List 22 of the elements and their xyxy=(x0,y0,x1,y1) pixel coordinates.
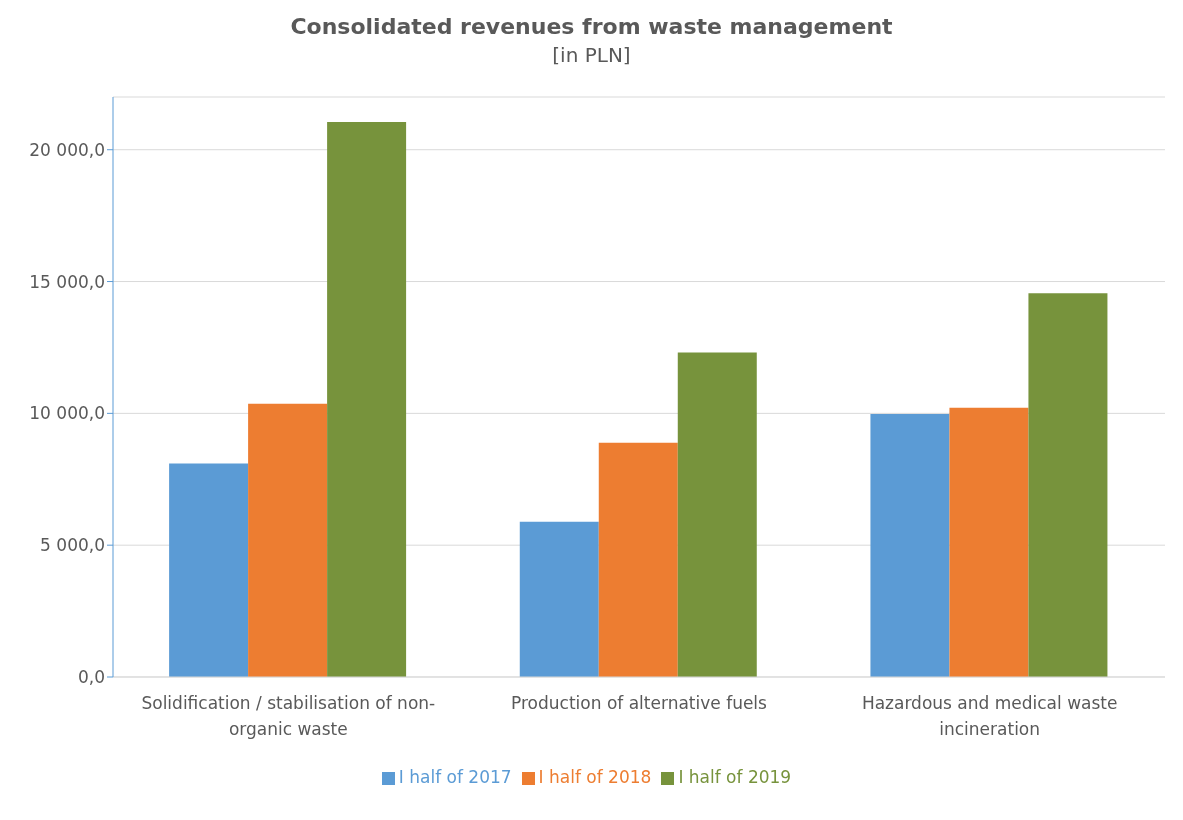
legend-label: I half of 2018 xyxy=(538,767,652,787)
y-tick-label: 0,0 xyxy=(77,667,105,688)
bar xyxy=(1028,293,1108,677)
bar xyxy=(870,413,950,677)
legend-label: I half of 2019 xyxy=(678,767,792,787)
bar xyxy=(949,407,1029,677)
y-tick-label: 5 000,0 xyxy=(40,535,105,556)
y-tick-label: 10 000,0 xyxy=(29,403,105,424)
x-tick-label: Hazardous and medical waste incineration xyxy=(861,693,1118,739)
chart-title: Consolidated revenues from waste management xyxy=(289,14,894,39)
x-tick-label: Production of alternative fuels xyxy=(511,693,768,713)
y-tick-label: 20 000,0 xyxy=(29,139,105,160)
legend-label: I half of 2017 xyxy=(398,767,512,787)
bar xyxy=(598,442,678,677)
chart-subtitle: [in PLN] xyxy=(551,43,632,67)
y-tick-label: 15 000,0 xyxy=(29,271,105,292)
bar xyxy=(248,403,328,677)
x-tick-label: Solidification / stabilisation of non-organic waste xyxy=(141,693,436,739)
bar xyxy=(169,463,249,677)
bar xyxy=(519,521,599,677)
bar xyxy=(327,122,407,677)
bar xyxy=(677,352,757,677)
